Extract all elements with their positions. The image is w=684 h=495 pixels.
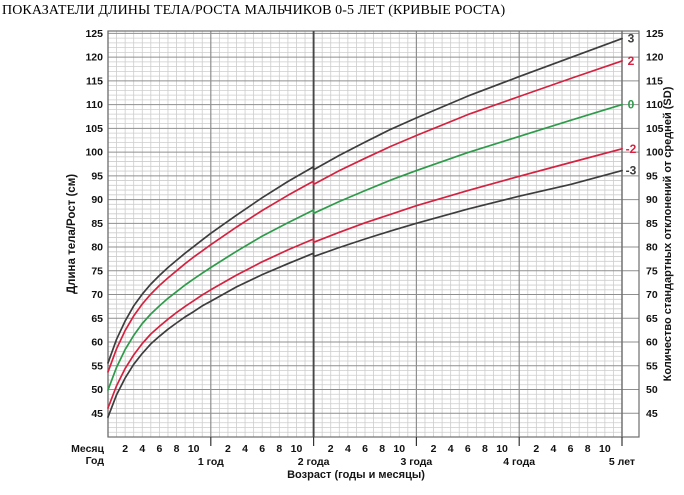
y-tick-right: 50 [646, 384, 658, 396]
y-tick-right: 60 [646, 337, 658, 349]
y-tick-left: 115 [86, 75, 103, 87]
y-tick-right: 100 [646, 147, 664, 159]
y-tick-right: 65 [646, 313, 658, 325]
year-label: 1 год [198, 456, 224, 468]
y-tick-right: 45 [646, 408, 658, 420]
y-tick-left: 95 [91, 170, 103, 182]
right-axis-title: Количество стандартных отклонений от сре… [662, 86, 674, 382]
sd-label-strip [621, 30, 640, 438]
year-label: 3 года [401, 456, 433, 468]
y-tick-labels: 45 45 50 50 55 55 60 60 65 65 70 70 75 75 80 80 85 85 90 90… [85, 28, 663, 420]
y-tick-right: 110 [646, 99, 663, 111]
y-tick-right: 90 [646, 194, 658, 206]
year-label: 5 лет [609, 456, 635, 468]
x-axis-title: Возраст (годы и месяцы) [287, 469, 425, 481]
month-tick-label: 10 [393, 443, 405, 455]
y-tick-left: 105 [85, 123, 103, 135]
month-tick-label: 10 [496, 443, 508, 455]
month-tick-label: 4 [242, 443, 248, 455]
y-tick-right: 125 [646, 28, 664, 40]
y-tick-left: 80 [91, 242, 103, 254]
year-label: 4 года [503, 456, 535, 468]
y-tick-right: 80 [646, 242, 658, 254]
month-tick-label: 8 [379, 443, 385, 455]
curve-sd--3 [107, 169, 623, 418]
month-tick-label: 8 [585, 443, 591, 455]
y-tick-right: 55 [646, 360, 658, 372]
page-title: ПОКАЗАТЕЛИ ДЛИНЫ ТЕЛА/РОСТА МАЛЬЧИКОВ 0-… [2, 3, 506, 18]
month-tick-label: 2 [431, 443, 437, 455]
month-tick-label: 4 [345, 443, 351, 455]
y-tick-left: 90 [91, 194, 103, 206]
y-tick-left: 85 [91, 218, 103, 230]
month-tick-label: 6 [465, 443, 471, 455]
y-tick-left: 60 [91, 337, 103, 349]
sd-curve-labels: 3 2 0 -2 -3 [626, 32, 637, 178]
month-tick-label: 6 [568, 443, 574, 455]
curve-sd-3 [107, 37, 623, 364]
y-tick-right: 115 [646, 75, 663, 87]
month-tick-label: 8 [276, 443, 282, 455]
curve-sd--2 [107, 147, 623, 409]
y-tick-left: 65 [91, 313, 103, 325]
y-tick-left: 45 [91, 408, 103, 420]
y-tick-right: 70 [646, 289, 658, 301]
year-tick-labels: 1 год 2 года 3 года 4 года 5 лет [198, 437, 635, 468]
y-tick-right: 95 [646, 170, 658, 182]
sd-label--3: -3 [626, 164, 637, 178]
month-tick-label: 8 [482, 443, 488, 455]
month-tick-label: 2 [328, 443, 334, 455]
growth-curves [107, 37, 623, 418]
month-row-label: Месяц [71, 443, 104, 455]
y-tick-left: 50 [91, 384, 103, 396]
month-tick-label: 10 [188, 443, 200, 455]
curve-sd-2 [107, 60, 623, 373]
y-tick-right: 105 [646, 123, 664, 135]
y-tick-left: 70 [91, 289, 103, 301]
month-tick-label: 6 [259, 443, 265, 455]
y-tick-left: 55 [91, 360, 103, 372]
y-tick-right: 85 [646, 218, 658, 230]
year-row-label: Год [85, 455, 104, 467]
month-tick-label: 10 [599, 443, 611, 455]
y-tick-left: 110 [86, 99, 103, 111]
y-tick-right: 75 [646, 265, 658, 277]
left-axis-title: Длина тела/Рост (см) [66, 173, 78, 295]
month-tick-label: 2 [122, 443, 128, 455]
y-tick-left: 125 [85, 28, 103, 40]
grid-minor [108, 31, 622, 437]
month-tick-label: 6 [156, 443, 162, 455]
sd-label--2: -2 [626, 142, 637, 156]
month-tick-label: 10 [291, 443, 303, 455]
curve-sd-0 [107, 103, 623, 391]
month-tick-label: 4 [139, 443, 145, 455]
y-tick-left: 100 [85, 147, 103, 159]
month-tick-label: 6 [362, 443, 368, 455]
month-tick-label: 4 [448, 443, 454, 455]
month-tick-labels: 2 4 6 8 10 2 4 6 8 10 2 4 6 8 10 2 4 6 8 10 2 4 6 8 10 [122, 443, 611, 455]
y-tick-left: 120 [85, 52, 103, 64]
month-tick-label: 2 [533, 443, 539, 455]
sd-label-0: 0 [628, 98, 635, 112]
month-tick-label: 8 [174, 443, 180, 455]
y-tick-left: 75 [91, 265, 103, 277]
month-tick-label: 4 [551, 443, 557, 455]
year-label: 2 года [298, 456, 330, 468]
month-tick-label: 2 [225, 443, 231, 455]
sd-label-3: 3 [628, 32, 635, 46]
y-tick-right: 120 [646, 52, 664, 64]
sd-label-2: 2 [628, 54, 635, 68]
